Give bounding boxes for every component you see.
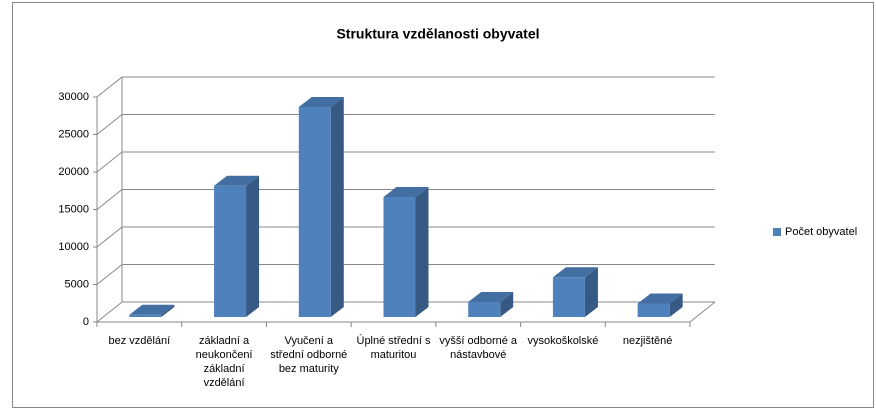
- y-tick-label: 5000: [65, 278, 89, 290]
- bar-side: [415, 187, 429, 317]
- bar: [214, 175, 260, 317]
- bar-front: [129, 314, 162, 317]
- bar-top: [552, 267, 598, 278]
- bar-front: [637, 303, 670, 317]
- bar-front: [468, 302, 501, 317]
- x-tick-label: základní a neukončení základní vzdělání: [195, 335, 253, 389]
- bar-front: [383, 197, 416, 317]
- y-tick-label: 0: [83, 316, 89, 328]
- bar: [383, 187, 429, 317]
- y-tick-label: 25000: [58, 128, 89, 140]
- bar-top: [468, 292, 514, 302]
- x-tick-label: vysokoškolské: [527, 335, 599, 347]
- grid-line: [96, 76, 715, 98]
- grid-line: [96, 264, 715, 285]
- legend-swatch: [773, 228, 781, 236]
- bar: [552, 267, 598, 317]
- y-tick-label: 15000: [58, 203, 89, 215]
- bar-side: [584, 267, 598, 317]
- x-tick-label: Vyučení a střední odborné bez maturity: [270, 335, 348, 375]
- bar: [468, 292, 514, 317]
- y-tick-label: 10000: [58, 241, 89, 253]
- chart-frame: [12, 2, 874, 408]
- grid-line: [96, 226, 715, 248]
- bar-side: [669, 293, 683, 317]
- x-tick-label: vyšší odborné a nástavbové: [439, 335, 518, 361]
- x-tick-label: nezjištěné: [622, 335, 673, 347]
- chart-title: Struktura vzdělanosti obyvatel: [336, 26, 539, 42]
- bar-side: [330, 97, 344, 317]
- floor-edge: [689, 301, 716, 323]
- bar: [129, 304, 175, 317]
- bar-top: [214, 175, 260, 186]
- y-tick-label: 20000: [58, 166, 89, 178]
- bar: [298, 97, 344, 317]
- grid-line: [96, 301, 715, 323]
- bar-top: [129, 304, 175, 315]
- y-tick-label: 30000: [58, 91, 89, 103]
- bar-side: [161, 304, 175, 317]
- bar-side: [246, 175, 260, 317]
- bar-side: [500, 292, 514, 317]
- bar-front: [552, 277, 585, 317]
- grid-line: [96, 189, 715, 210]
- x-tick-label: Úplné střední s maturitou: [356, 335, 431, 361]
- bar-top: [298, 97, 344, 107]
- bar: [637, 293, 683, 317]
- bar-top: [383, 187, 429, 197]
- bar-front: [214, 185, 247, 317]
- legend-label: Počet obyvatel: [785, 226, 857, 238]
- grid-line: [96, 151, 715, 173]
- bar-front: [298, 107, 331, 317]
- bar-top: [637, 293, 683, 304]
- grid-line: [96, 114, 715, 135]
- x-tick-label: bez vzdělání: [108, 335, 171, 347]
